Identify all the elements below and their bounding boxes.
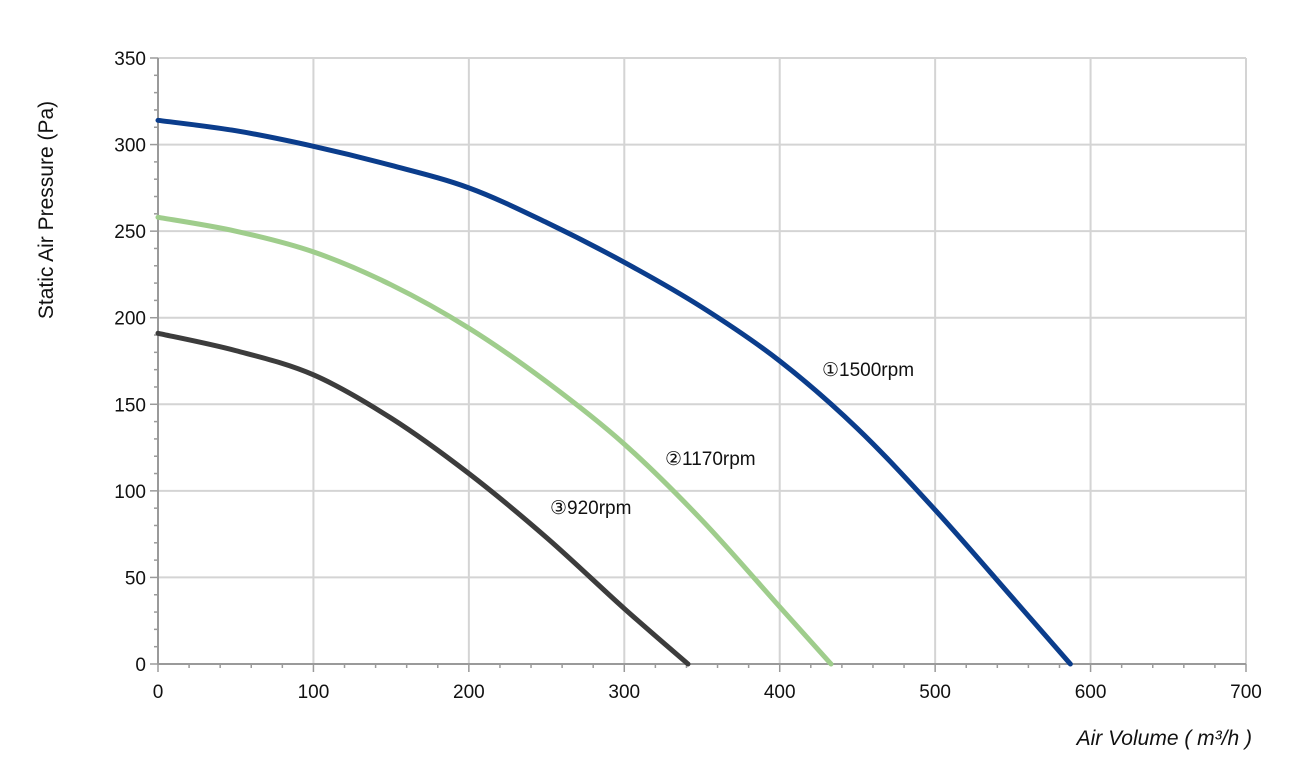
performance-curves bbox=[155, 117, 1073, 667]
y-axis-title: Static Air Pressure (Pa) bbox=[35, 101, 58, 319]
curve-1170rpm bbox=[155, 214, 834, 667]
x-tick-label: 400 bbox=[764, 682, 796, 703]
x-tick-label: 200 bbox=[453, 682, 485, 703]
axes bbox=[157, 58, 1246, 665]
curve-920rpm bbox=[155, 330, 691, 667]
grid bbox=[157, 57, 1247, 665]
x-tick-label: 100 bbox=[298, 682, 330, 703]
x-tick-label: 300 bbox=[608, 682, 640, 703]
series-labels: ①1500rpm ②1170rpm ③920rpm bbox=[550, 360, 914, 519]
y-tick-label: 0 bbox=[135, 655, 146, 676]
x-tick-label: 500 bbox=[919, 682, 951, 703]
y-tick-label: 350 bbox=[114, 49, 146, 70]
x-axis-title: Air Volume ( m³/h ) bbox=[1075, 727, 1252, 750]
label-920rpm: ③920rpm bbox=[550, 498, 631, 519]
curve-1500rpm bbox=[155, 117, 1073, 667]
x-tick-label: 600 bbox=[1075, 682, 1107, 703]
y-tick-label: 150 bbox=[114, 395, 146, 416]
y-axis-ticks: 0 50 100 150 200 250 300 350 bbox=[114, 49, 158, 676]
x-tick-label: 0 bbox=[153, 682, 164, 703]
y-tick-label: 250 bbox=[114, 222, 146, 243]
x-axis-ticks: 0 100 200 300 400 500 600 700 bbox=[153, 664, 1262, 703]
y-tick-label: 100 bbox=[114, 482, 146, 503]
x-tick-label: 700 bbox=[1230, 682, 1262, 703]
y-tick-label: 300 bbox=[114, 136, 146, 157]
label-1170rpm: ②1170rpm bbox=[665, 449, 756, 470]
label-1500rpm: ①1500rpm bbox=[822, 360, 914, 381]
y-tick-label: 200 bbox=[114, 309, 146, 330]
y-tick-label: 50 bbox=[125, 568, 146, 589]
